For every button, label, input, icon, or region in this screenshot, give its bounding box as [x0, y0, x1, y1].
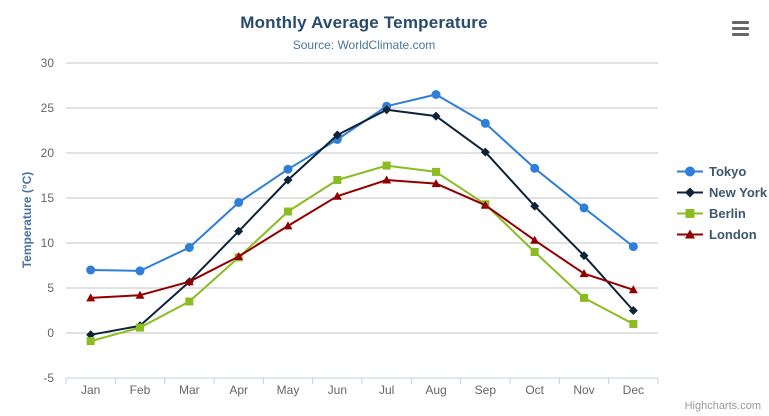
x-axis-tick-label: Apr [229, 383, 248, 397]
data-point-tokyo[interactable] [184, 243, 194, 252]
data-point-berlin[interactable] [333, 176, 342, 184]
data-point-berlin[interactable] [185, 297, 194, 306]
data-point-berlin[interactable] [284, 207, 292, 216]
hamburger-icon [732, 33, 749, 36]
legend-item-new-york[interactable]: New York [676, 182, 767, 203]
y-axis-tick-label: 30 [41, 56, 55, 70]
data-point-london[interactable] [530, 235, 540, 244]
x-axis-tick-label: Jan [81, 383, 100, 397]
data-point-berlin[interactable] [580, 293, 588, 302]
data-point-tokyo[interactable] [431, 90, 441, 99]
data-point-tokyo[interactable] [628, 242, 638, 252]
chart-title: Monthly Average Temperature [240, 13, 488, 32]
data-point-new-york[interactable] [579, 251, 589, 261]
data-point-berlin[interactable] [629, 320, 638, 328]
legend-marker-circle-icon [677, 166, 703, 177]
data-point-london[interactable] [86, 293, 96, 302]
legend-symbol-marker [685, 209, 695, 218]
data-point-berlin[interactable] [382, 161, 391, 170]
hamburger-icon [732, 21, 749, 24]
series-line-london [89, 179, 635, 299]
x-axis-tick-label: Dec [623, 383, 644, 397]
x-axis-tick-label: Aug [425, 383, 446, 397]
highcharts-credit[interactable]: Highcharts.com [684, 400, 761, 412]
data-point-london[interactable] [431, 179, 441, 188]
data-point-berlin[interactable] [86, 337, 95, 346]
x-axis-tick-label: Feb [130, 383, 151, 397]
legend-item-tokyo[interactable]: Tokyo [676, 161, 767, 182]
series-line-new-york [89, 108, 635, 336]
data-point-london[interactable] [480, 200, 490, 209]
series-line-berlin [89, 164, 635, 343]
legend-marker-diamond-icon [677, 187, 703, 198]
legend: Tokyo New York Berlin London [676, 161, 767, 245]
legend-label: London [709, 227, 757, 242]
y-axis-tick-label: 25 [41, 101, 55, 115]
data-point-new-york[interactable] [480, 147, 490, 157]
data-point-tokyo[interactable] [480, 118, 490, 128]
x-axis-tick-label: Mar [179, 383, 200, 397]
legend-symbol-marker [685, 166, 695, 177]
y-axis-tick-label: 10 [41, 236, 55, 250]
data-point-new-york[interactable] [431, 111, 441, 121]
legend-symbol-marker [685, 229, 695, 239]
data-point-tokyo[interactable] [530, 163, 540, 173]
data-point-new-york[interactable] [86, 330, 96, 340]
data-point-london[interactable] [332, 191, 342, 200]
legend-label: New York [709, 185, 768, 200]
data-point-tokyo[interactable] [283, 164, 293, 174]
x-axis-tick-label: Jun [328, 383, 347, 397]
data-point-tokyo[interactable] [135, 266, 145, 276]
data-point-tokyo[interactable] [86, 265, 96, 275]
y-axis-tick-label: 5 [47, 281, 54, 295]
legend-symbol-marker [685, 187, 695, 198]
legend-marker-square-icon [677, 209, 703, 218]
chart-header: Monthly Average Temperature Source: Worl… [0, 13, 728, 52]
chart-context-menu-button[interactable] [731, 21, 750, 37]
y-axis-tick-label: 0 [47, 326, 54, 340]
data-point-new-york[interactable] [382, 105, 392, 115]
data-point-london[interactable] [135, 290, 145, 299]
data-point-london[interactable] [184, 277, 194, 286]
legend-item-london[interactable]: London [676, 224, 767, 245]
y-axis-tick-label: -5 [43, 371, 54, 385]
x-axis-tick-label: Oct [525, 383, 544, 397]
data-point-london[interactable] [579, 269, 589, 278]
data-point-berlin[interactable] [432, 167, 440, 176]
data-point-new-york[interactable] [332, 130, 342, 140]
x-axis-tick-label: Nov [573, 383, 594, 397]
data-point-london[interactable] [628, 285, 638, 294]
data-point-tokyo[interactable] [234, 198, 244, 207]
series-line-tokyo [89, 93, 635, 272]
legend-marker-triangle-icon [677, 229, 703, 239]
data-point-london[interactable] [234, 252, 244, 260]
data-point-new-york[interactable] [283, 175, 293, 185]
chart-subtitle: Source: WorldClimate.com [292, 38, 436, 52]
legend-label: Berlin [709, 206, 746, 221]
x-axis-tick-label: Jul [379, 383, 394, 397]
legend-item-berlin[interactable]: Berlin [676, 203, 767, 224]
data-point-new-york[interactable] [234, 226, 244, 236]
x-axis-tick-label: May [277, 383, 300, 397]
hamburger-icon [732, 27, 749, 30]
y-axis-tick-label: 20 [41, 146, 55, 160]
x-axis-tick-label: Sep [475, 383, 497, 397]
data-point-new-york[interactable] [530, 201, 540, 211]
data-point-london[interactable] [382, 175, 392, 184]
data-point-london[interactable] [283, 221, 293, 230]
data-point-new-york[interactable] [628, 306, 638, 315]
data-point-berlin[interactable] [136, 323, 144, 332]
y-axis-tick-label: 15 [41, 191, 55, 205]
data-point-tokyo[interactable] [579, 203, 589, 213]
data-point-berlin[interactable] [530, 248, 539, 256]
legend-label: Tokyo [709, 164, 747, 179]
y-axis-title: Temperature (°C) [20, 171, 34, 269]
